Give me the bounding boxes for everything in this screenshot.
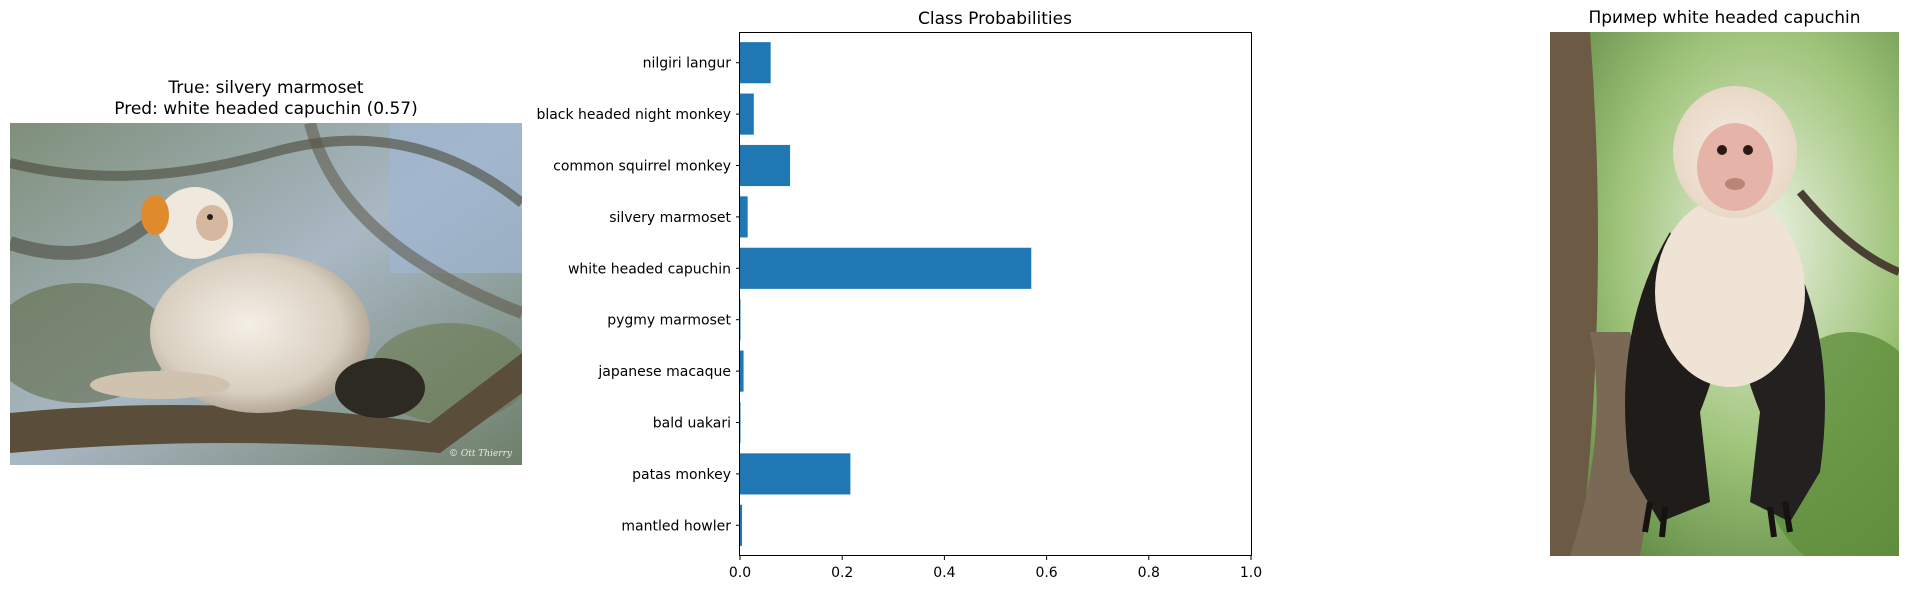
left-image-title: True: silvery marmoset Pred: white heade… <box>10 78 522 120</box>
category-label: nilgiri langur <box>643 56 732 72</box>
pred-label-text: Pred: white headed capuchin (0.57) <box>114 99 418 119</box>
category-label: mantled howler <box>621 518 731 534</box>
category-label: bald uakari <box>653 416 731 432</box>
category-label: black headed night monkey <box>536 107 731 123</box>
x-tick-label: 0.0 <box>729 565 751 581</box>
category-label: patas monkey <box>632 467 731 483</box>
example-photo-white-headed-capuchin <box>1550 32 1899 556</box>
capuchin-photo-drawing <box>1550 32 1899 556</box>
true-label-text: True: silvery marmoset <box>168 78 364 98</box>
bar-patas-monkey <box>740 453 851 495</box>
bar-group <box>740 42 1032 546</box>
bar-japanese-macaque <box>740 350 744 392</box>
bar-silvery-marmoset <box>740 196 748 238</box>
x-axis-ticks: 0.0 0.2 0.4 0.6 0.8 1.0 <box>729 555 1262 581</box>
x-tick-label: 0.4 <box>933 565 955 581</box>
bar-white-headed-capuchin <box>740 247 1032 289</box>
category-labels: nilgiri langur black headed night monkey c… <box>536 56 740 534</box>
bar-common-squirrel-monkey <box>740 144 791 187</box>
category-label: silvery marmoset <box>609 210 731 226</box>
category-label: japanese macaque <box>597 364 731 380</box>
category-label: white headed capuchin <box>568 261 731 277</box>
bar-bald-uakari <box>740 401 741 444</box>
bar-mantled-howler <box>740 504 743 546</box>
plot-frame <box>739 32 1252 556</box>
category-label: pygmy marmoset <box>607 313 731 329</box>
chart-title: Class Probabilities <box>918 9 1072 29</box>
bar-nilgiri-langur <box>740 42 771 84</box>
bar-black-headed-night-monkey <box>740 93 754 135</box>
input-photo-silvery-marmoset: © Ott Thierry <box>10 123 522 465</box>
x-tick-label: 0.6 <box>1035 565 1057 581</box>
category-label: common squirrel monkey <box>553 159 731 175</box>
photo-watermark: © Ott Thierry <box>448 449 512 459</box>
x-tick-label: 0.2 <box>831 565 853 581</box>
bar-pygmy-marmoset <box>740 299 741 341</box>
x-tick-label: 0.8 <box>1138 565 1160 581</box>
x-tick-label: 1.0 <box>1240 565 1262 581</box>
example-image-title: Пример white headed capuchin <box>1588 8 1861 28</box>
marmoset-photo-drawing <box>10 123 522 465</box>
